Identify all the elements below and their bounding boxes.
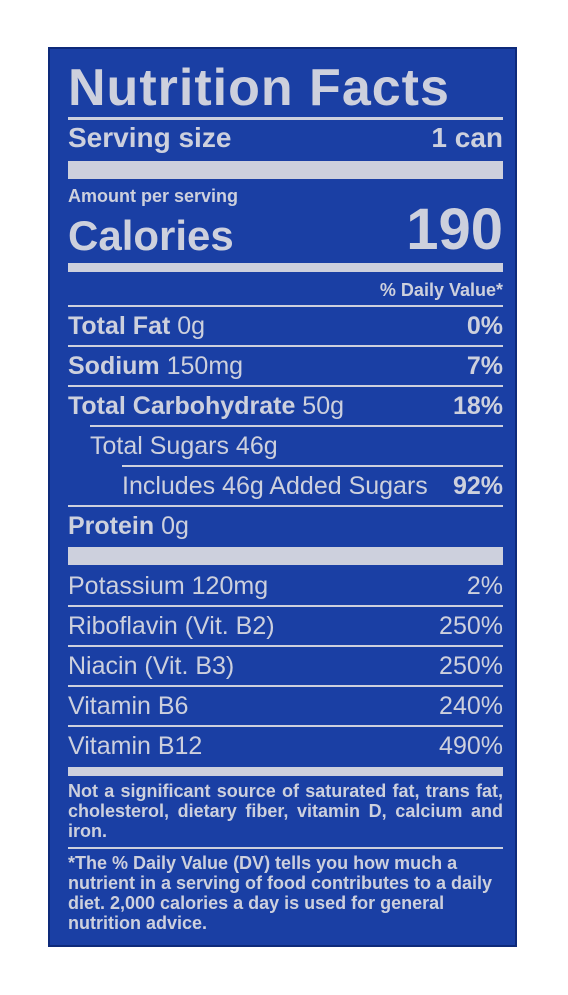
divider: [68, 605, 503, 607]
medium-rule: [68, 263, 503, 272]
nutrient-row-total-sugars: Total Sugars 46g: [90, 430, 503, 462]
medium-rule: [68, 767, 503, 776]
amount-per-serving-text: Amount per serving: [68, 186, 239, 206]
vitamin-dv: 2%: [466, 572, 503, 600]
vitamin-row-potassium: Potassium 120mg 2%: [68, 570, 503, 602]
nutrient-dv: 0%: [466, 312, 503, 340]
divider: [68, 847, 503, 849]
daily-value-header-text: % Daily Value*: [379, 280, 503, 300]
daily-value-header: % Daily Value*: [68, 279, 503, 301]
vitamin-name: Vitamin B12: [68, 732, 203, 760]
nutrient-name: Includes 46g Added Sugars: [122, 472, 428, 500]
vitamin-row-b12: Vitamin B12 490%: [68, 730, 503, 762]
divider: [68, 345, 503, 347]
nutrient-name: Protein: [68, 512, 155, 540]
divider: [122, 465, 503, 467]
nutrient-row-sodium: Sodium 150mg 7%: [68, 350, 503, 382]
thick-rule: [68, 161, 503, 179]
vitamin-row-niacin: Niacin (Vit. B3) 250%: [68, 650, 503, 682]
calories-row: Calories 190: [68, 199, 503, 261]
divider: [68, 505, 503, 507]
vitamin-row-riboflavin: Riboflavin (Vit. B2) 250%: [68, 610, 503, 642]
label-title: Nutrition Facts: [68, 59, 503, 117]
thick-rule: [68, 547, 503, 565]
vitamin-name: Niacin (Vit. B3): [68, 652, 235, 680]
divider: [68, 385, 503, 387]
calories-label: Calories: [68, 212, 234, 259]
daily-value-footnote: *The % Daily Value (DV) tells you how mu…: [68, 853, 493, 933]
amount-per-serving: Amount per serving: [68, 185, 503, 207]
nutrient-name: Total Carbohydrate: [68, 392, 296, 420]
divider: [68, 305, 503, 307]
vitamin-dv: 250%: [439, 612, 503, 640]
nutrient-row-total-fat: Total Fat 0g 0%: [68, 310, 503, 342]
vitamin-dv: 250%: [439, 652, 503, 680]
nutrient-name: Total Fat: [68, 312, 171, 340]
nutrient-amount: 50g: [302, 392, 345, 420]
nutrient-amount: 0g: [161, 512, 189, 540]
nutrient-dv: 7%: [466, 352, 503, 380]
vitamin-name: Vitamin B6: [68, 692, 189, 720]
label-inner: Nutrition Facts Serving size 1 can Amoun…: [68, 49, 503, 945]
divider: [68, 645, 503, 647]
nutrient-name: Total Sugars 46g: [90, 432, 278, 460]
vitamin-name: Riboflavin (Vit. B2): [68, 612, 275, 640]
nutrient-amount: 150mg: [166, 352, 244, 380]
nutrient-row-total-carbohydrate: Total Carbohydrate 50g 18%: [68, 390, 503, 422]
vitamin-dv: 490%: [439, 732, 503, 760]
nutrient-dv: 18%: [452, 392, 503, 420]
vitamin-dv: 240%: [439, 692, 503, 720]
divider: [90, 425, 503, 427]
nutrient-dv: 92%: [452, 472, 503, 500]
nutrient-row-protein: Protein 0g: [68, 510, 503, 542]
nutrient-row-added-sugars: Includes 46g Added Sugars 92%: [122, 470, 503, 502]
nutrient-name: Sodium: [68, 352, 160, 380]
title-text: Nutrition Facts: [68, 59, 450, 117]
vitamin-row-b6: Vitamin B6 240%: [68, 690, 503, 722]
serving-size-row: Serving size 1 can: [68, 121, 503, 155]
thin-rule: [68, 117, 503, 120]
not-significant-note: Not a significant source of saturated fa…: [68, 781, 503, 841]
nutrient-amount: 0g: [177, 312, 206, 340]
divider: [68, 725, 503, 727]
serving-size-value: 1 can: [431, 122, 503, 153]
vitamin-name: Potassium 120mg: [68, 572, 269, 600]
divider: [68, 685, 503, 687]
nutrition-facts-label: Nutrition Facts Serving size 1 can Amoun…: [48, 47, 517, 947]
calories-value: 190: [406, 197, 503, 262]
serving-size-label: Serving size: [68, 122, 232, 153]
